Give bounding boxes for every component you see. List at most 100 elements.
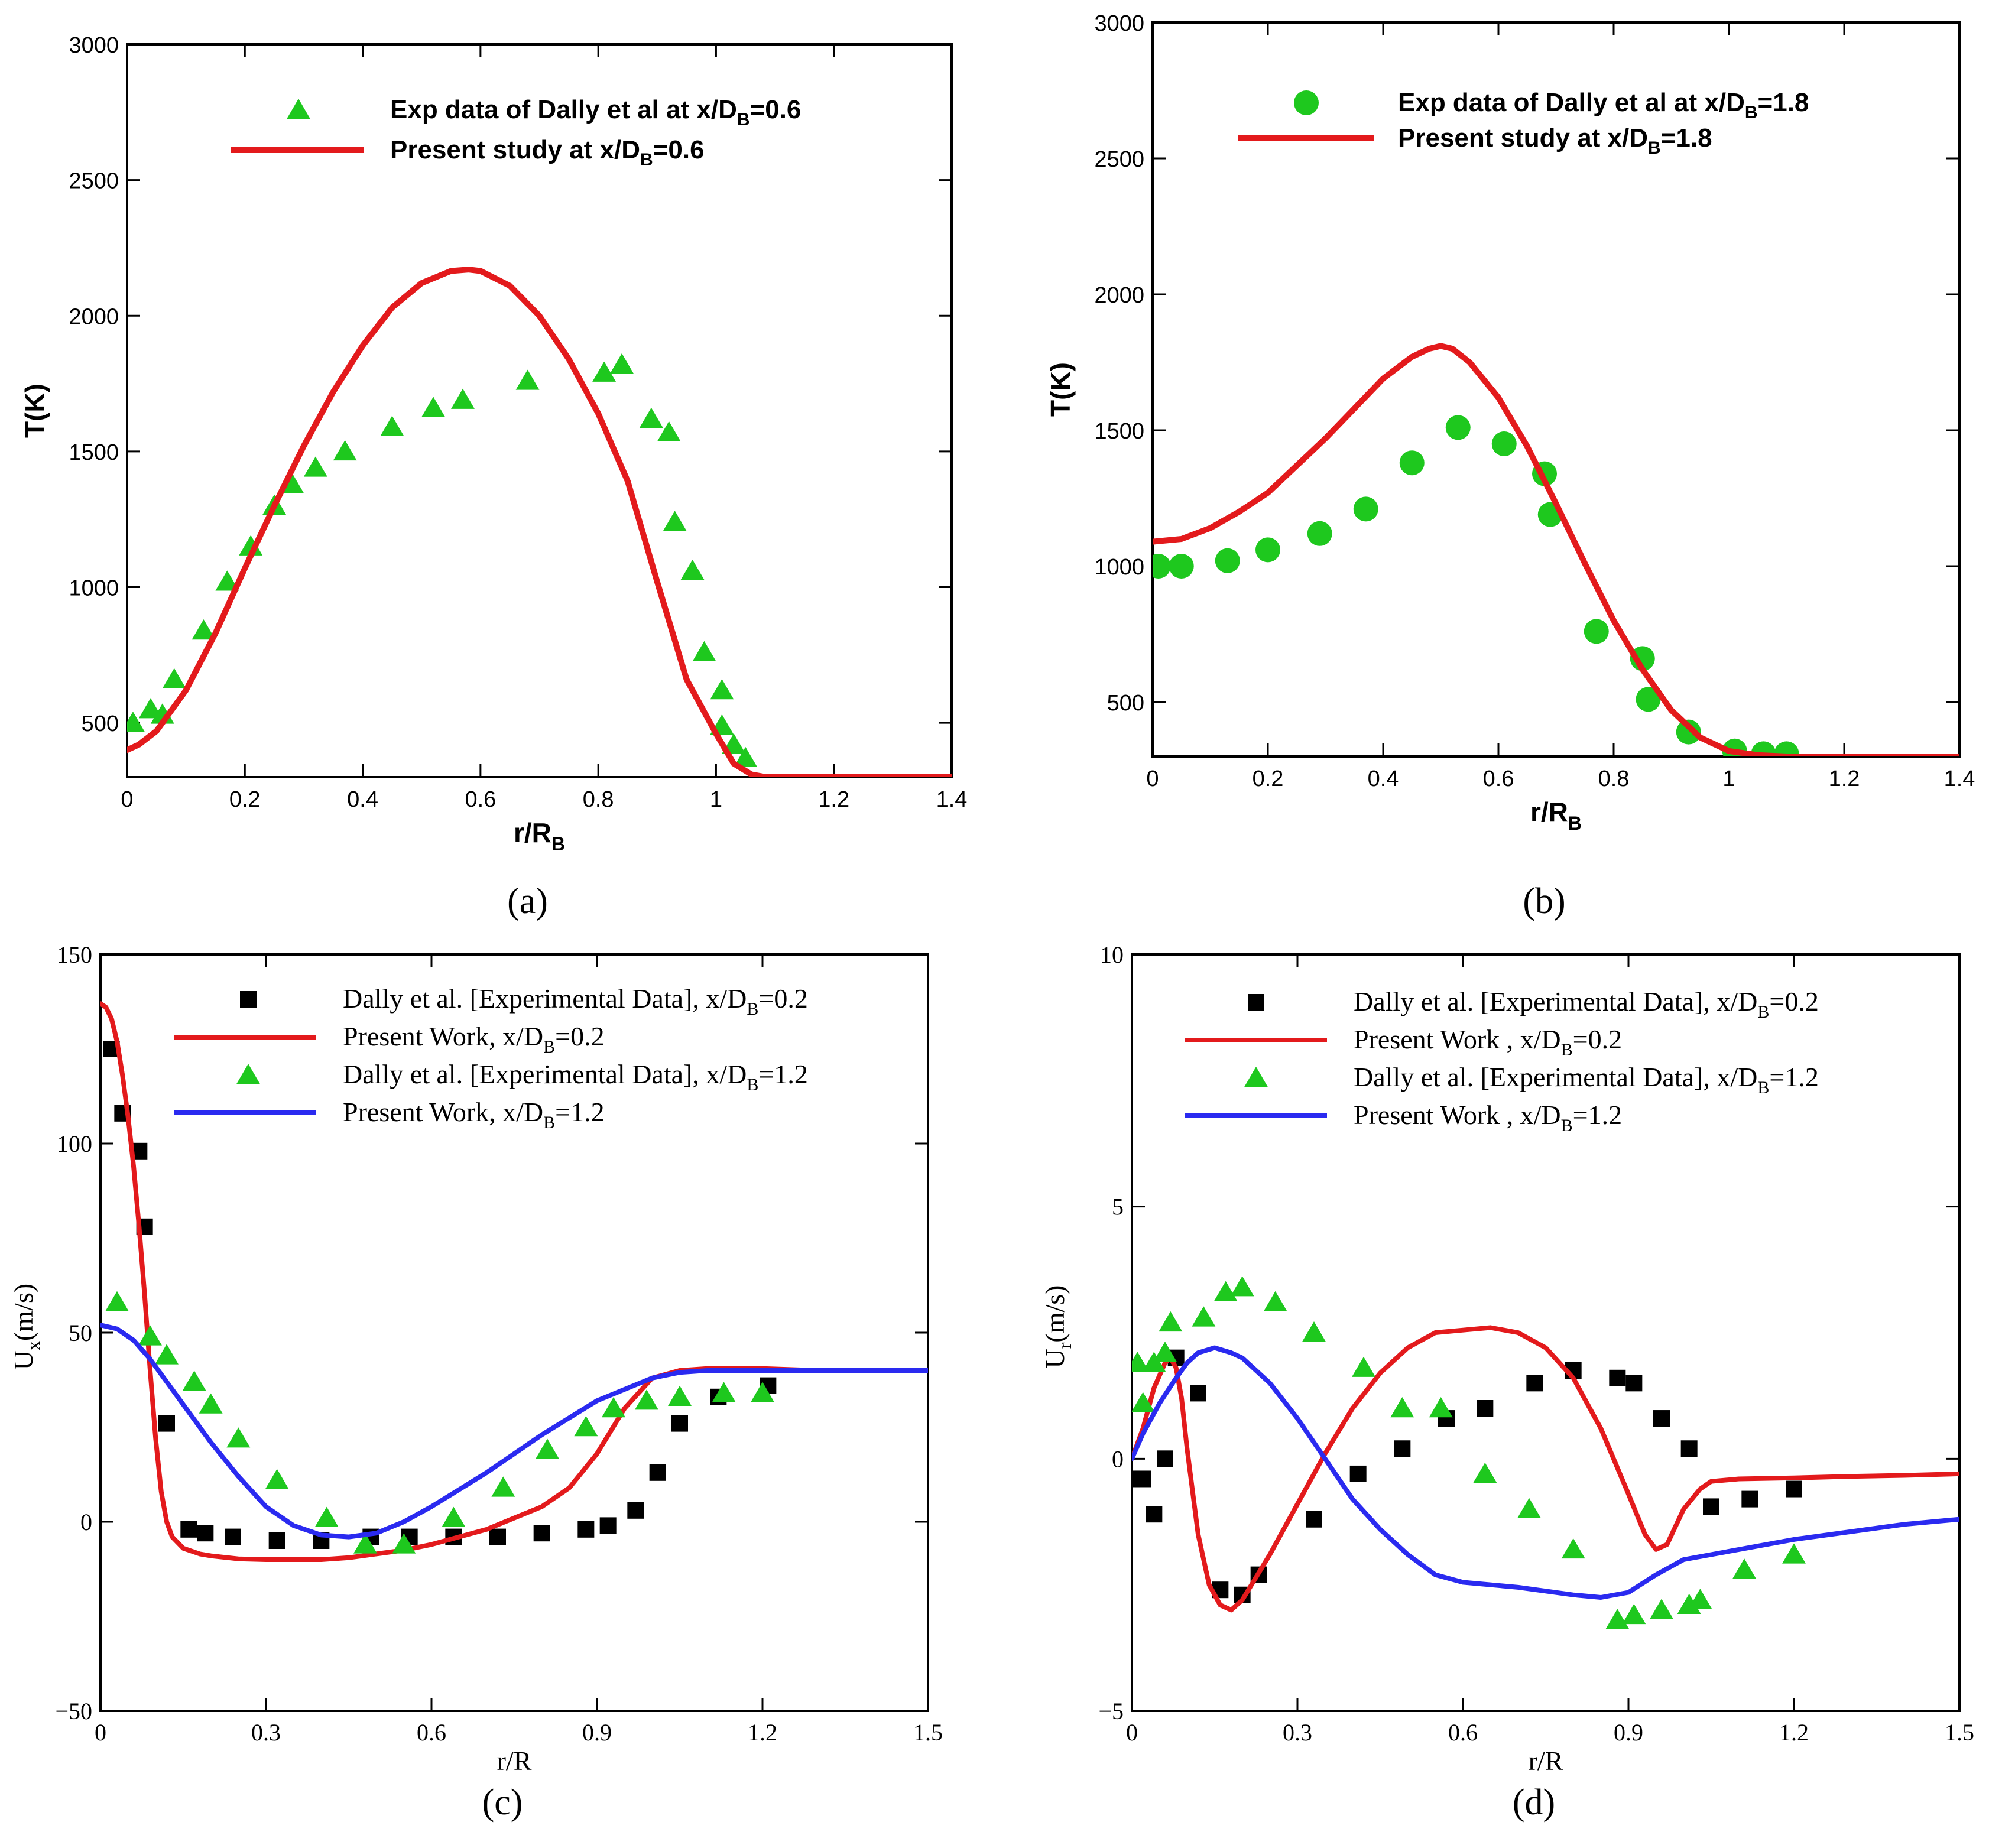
data-point [680,559,705,580]
data-point [602,1397,625,1418]
legend-tail: =1.8 [1661,124,1712,152]
plot-area [100,1001,928,1562]
data-point [192,619,216,640]
series-scatter-d-2 [1132,1276,1806,1629]
series-scatter-d-0 [1132,1349,1802,1603]
data-point [599,1517,617,1534]
legend-entry: Present Work , x/DB=1.2 [1354,1100,1622,1135]
data-point [1429,1397,1453,1418]
data-point [226,1427,251,1448]
data-point [1230,1276,1254,1297]
data-point [710,679,734,700]
y-tick-label: 3000 [69,33,119,58]
data-point [536,1438,559,1459]
x-axis-label-sub: B [1568,813,1582,834]
data-point [1263,1291,1287,1311]
data-point [303,456,327,477]
legend-text: Exp data of Dally et al at x/D [1398,88,1745,117]
data-point [663,511,687,531]
data-point [1584,619,1609,644]
legend-tail: =1.2 [758,1059,807,1089]
x-tick-label: 1 [1722,767,1735,791]
data-point [1630,646,1655,671]
data-point [392,1533,416,1554]
legend-sub: B [737,110,750,129]
legend-entry: Dally et al. [Experimental Data], x/DB=0… [343,983,808,1019]
legend-text: Present study at x/D [390,135,640,164]
data-point [627,1502,644,1519]
data-point [162,668,186,688]
data-point [1399,450,1425,476]
legend-sub: B [1745,103,1758,122]
data-point [592,361,617,382]
series-line-d-3 [1132,1345,1959,1600]
x-tick-label: 1.2 [1779,1719,1809,1746]
data-point [1349,1465,1367,1482]
y-tick-label: 2000 [69,304,119,329]
x-tick-label: 1.5 [1945,1719,1974,1746]
legend-text: Present Work, x/D [343,1021,543,1051]
data-point [314,1506,339,1527]
plot-frame [1131,953,1961,1712]
y-axis-label: T(K) [1045,362,1076,417]
data-point [1146,1506,1163,1523]
x-tick-label: 0.8 [583,787,614,812]
data-point [489,1528,506,1545]
legend-text: Exp data of Dally et al at x/D [390,95,737,124]
x-tick-label: 0.3 [1283,1719,1312,1746]
y-tick-label: 10 [1100,941,1124,968]
y-axis-label: Ux(m/s) [8,1284,44,1370]
x-tick-label: 0 [1146,767,1159,791]
x-tick-label: 0.6 [1483,767,1514,791]
data-point [1561,1538,1585,1559]
x-tick-label: 0.2 [1253,767,1284,791]
data-point [333,440,357,461]
data-point [657,421,681,441]
y-tick-label: 0 [80,1509,92,1535]
data-point [180,1521,197,1538]
data-point [1680,1440,1698,1457]
panel-label-d: (d) [1513,1782,1555,1823]
panel-label-a: (a) [507,881,548,921]
data-point [265,1469,289,1489]
data-point [127,712,145,732]
y-axis-label-tail: (m/s) [1040,1285,1070,1343]
plot-area [1153,343,1959,756]
data-point [1157,1450,1173,1467]
data-point [1786,1480,1802,1498]
series-line-a-1 [127,267,952,777]
data-point [1622,1603,1646,1625]
y-tick-label: 500 [82,712,119,736]
data-point [712,1382,736,1402]
y-tick-label: −5 [1098,1698,1124,1724]
data-point [353,1533,377,1554]
data-point [239,535,263,556]
data-point [1215,548,1240,573]
legend-marker-swatch [287,99,310,119]
series-scatter-b-0 [1153,415,1799,756]
y-axis-label: T(K) [20,384,50,438]
legend-text: Dally et al. [Experimental Data], x/D [343,1059,747,1089]
data-point [1190,1385,1206,1402]
x-axis-label-sub: B [551,833,565,855]
legend-tail: =0.6 [750,95,802,124]
data-point [1653,1410,1670,1427]
legend-text: Present Work, x/D [343,1097,543,1127]
legend-sub: B [1561,1116,1573,1135]
data-point [1153,554,1171,579]
series-line-c-3 [100,1323,928,1540]
legend-text: Present study at x/D [1398,124,1648,152]
legend-entry: Exp data of Dally et al at x/DB=0.6 [390,95,801,129]
data-point [1306,1511,1322,1528]
data-point [1732,1558,1756,1579]
y-axis-label-sub: r [1054,1342,1075,1349]
legend: Dally et al. [Experimental Data], x/DB=0… [1185,986,1819,1135]
y-tick-label: 150 [57,941,92,968]
y-tick-label: 3000 [1094,11,1144,36]
x-tick-label: 1.2 [748,1719,777,1746]
legend-tail: =1.2 [1769,1062,1818,1092]
data-point [1445,415,1471,440]
legend-tail: =0.6 [653,135,705,164]
